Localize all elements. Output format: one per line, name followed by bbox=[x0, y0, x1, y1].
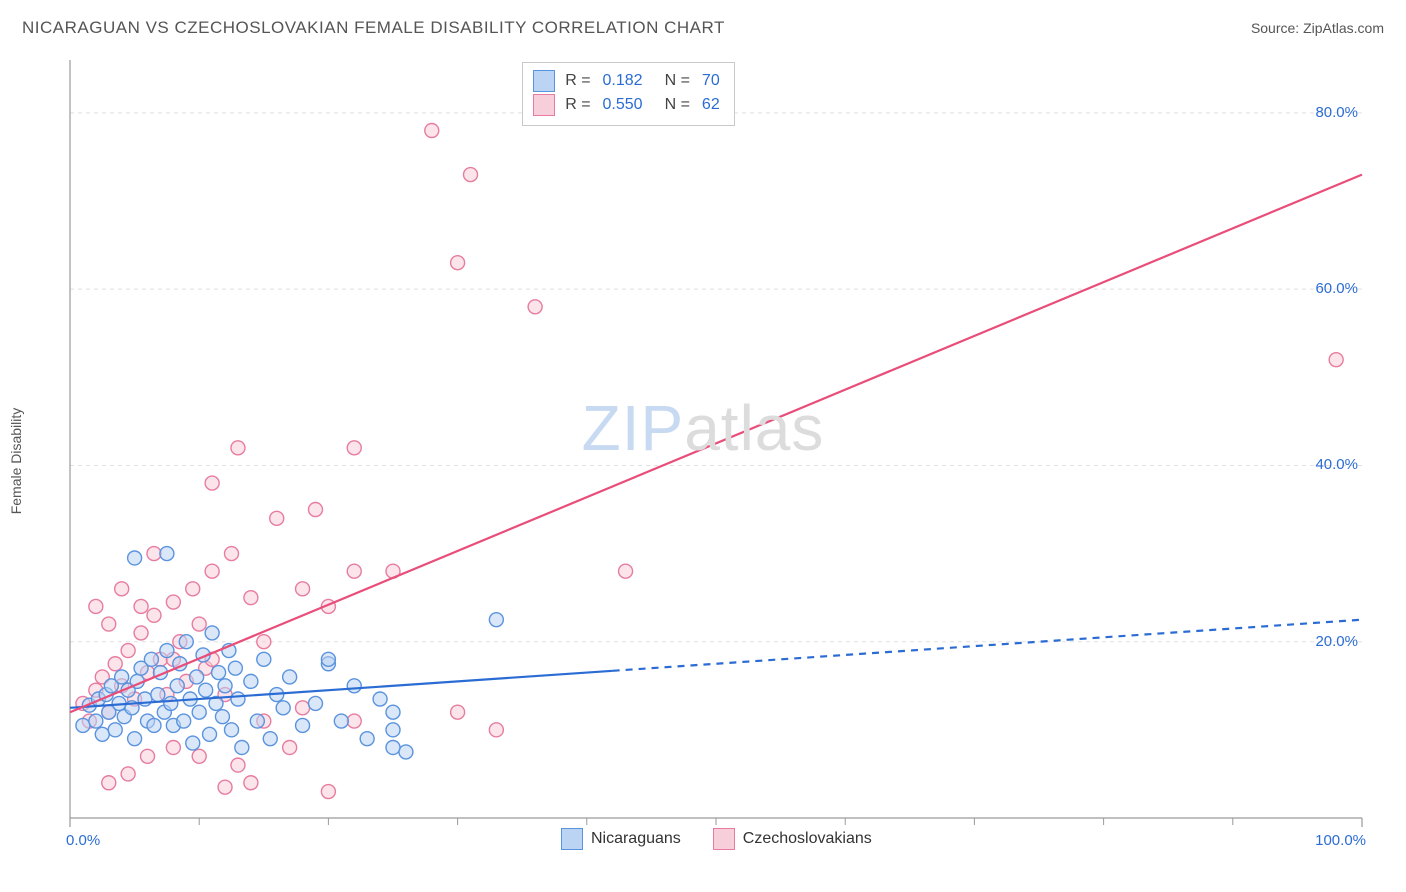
series-swatch bbox=[533, 94, 555, 116]
series-swatch bbox=[713, 828, 735, 850]
legend-label: Czechoslovakians bbox=[743, 830, 872, 848]
legend-label: Nicaraguans bbox=[591, 830, 681, 848]
r-label: R = bbox=[565, 93, 590, 117]
series-swatch bbox=[561, 828, 583, 850]
y-axis-label: Female Disability bbox=[8, 408, 24, 515]
stats-row: R = 0.550 N = 62 bbox=[533, 93, 720, 117]
series-legend: Nicaraguans Czechoslovakians bbox=[561, 828, 872, 850]
r-value: 0.550 bbox=[603, 93, 643, 117]
r-value: 0.182 bbox=[603, 69, 643, 93]
r-label: R = bbox=[565, 69, 590, 93]
chart-header: NICARAGUAN VS CZECHOSLOVAKIAN FEMALE DIS… bbox=[22, 18, 1384, 38]
chart-title: NICARAGUAN VS CZECHOSLOVAKIAN FEMALE DIS… bbox=[22, 18, 725, 38]
legend-item: Nicaraguans bbox=[561, 828, 681, 850]
scatter-chart bbox=[22, 48, 1384, 874]
n-value: 70 bbox=[702, 69, 720, 93]
chart-container: Female Disability ZIPatlas R =0.182N =70… bbox=[22, 48, 1384, 874]
axis-tick-label: 80.0% bbox=[1315, 104, 1358, 121]
axis-tick-label: 60.0% bbox=[1315, 280, 1358, 297]
axis-tick-label: 100.0% bbox=[1315, 832, 1366, 849]
series-swatch bbox=[533, 70, 555, 92]
n-value: 62 bbox=[702, 93, 720, 117]
n-label: N = bbox=[665, 93, 690, 117]
legend-item: Czechoslovakians bbox=[713, 828, 872, 850]
chart-source: Source: ZipAtlas.com bbox=[1251, 20, 1384, 36]
stats-row: R = 0.182 N = 70 bbox=[533, 69, 720, 93]
axis-tick-label: 40.0% bbox=[1315, 456, 1358, 473]
n-label: N = bbox=[665, 69, 690, 93]
axis-tick-label: 0.0% bbox=[66, 832, 100, 849]
correlation-stats-box: R = 0.182 N = 70 R = 0.550 N = 62 bbox=[522, 62, 735, 126]
axis-tick-label: 20.0% bbox=[1315, 633, 1358, 650]
